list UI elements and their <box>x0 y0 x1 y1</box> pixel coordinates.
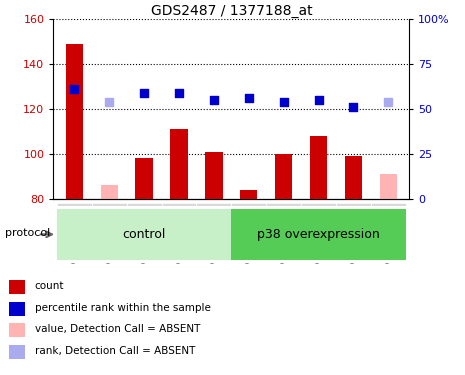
Bar <box>57 209 232 260</box>
Point <box>350 104 357 110</box>
Text: percentile rank within the sample: percentile rank within the sample <box>34 303 211 313</box>
Bar <box>345 156 362 199</box>
Text: value, Detection Call = ABSENT: value, Detection Call = ABSENT <box>34 324 200 334</box>
Bar <box>266 202 301 251</box>
Bar <box>66 44 83 199</box>
Bar <box>9 280 26 294</box>
Text: rank, Detection Call = ABSENT: rank, Detection Call = ABSENT <box>34 346 195 356</box>
Bar <box>301 202 336 251</box>
Point <box>385 99 392 105</box>
Bar <box>170 129 188 199</box>
Bar <box>205 152 223 199</box>
Text: protocol: protocol <box>5 228 50 237</box>
Point <box>315 97 322 103</box>
Bar <box>196 202 232 251</box>
Text: p38 overexpression: p38 overexpression <box>257 228 380 241</box>
Point <box>71 86 78 92</box>
Text: count: count <box>34 282 64 291</box>
Bar <box>275 154 292 199</box>
Bar <box>100 185 118 199</box>
Bar <box>9 323 26 337</box>
Text: GSM88345: GSM88345 <box>209 210 219 262</box>
Point <box>280 99 287 105</box>
Text: GSM88348: GSM88348 <box>279 210 289 262</box>
Point <box>175 90 183 96</box>
Text: GSM88349: GSM88349 <box>313 210 324 262</box>
Point <box>245 94 252 100</box>
Bar <box>162 202 196 251</box>
Bar <box>57 202 92 251</box>
Bar <box>240 190 258 199</box>
Bar <box>9 345 26 358</box>
Text: GSM88341: GSM88341 <box>69 210 80 262</box>
Bar <box>135 158 153 199</box>
Text: control: control <box>122 228 166 241</box>
Bar <box>126 202 162 251</box>
Bar <box>310 136 327 199</box>
Text: GSM88346: GSM88346 <box>244 210 254 262</box>
Point <box>106 99 113 105</box>
Text: GSM88352: GSM88352 <box>383 210 393 263</box>
Text: GSM88344: GSM88344 <box>174 210 184 262</box>
Title: GDS2487 / 1377188_at: GDS2487 / 1377188_at <box>151 4 312 18</box>
Bar <box>232 209 405 260</box>
Bar <box>232 202 266 251</box>
Bar <box>371 202 405 251</box>
Bar <box>379 174 397 199</box>
Text: GSM88343: GSM88343 <box>139 210 149 262</box>
Text: GSM88342: GSM88342 <box>104 210 114 262</box>
Point <box>140 90 148 96</box>
Bar <box>9 302 26 316</box>
Bar <box>92 202 126 251</box>
Text: GSM88350: GSM88350 <box>348 210 359 262</box>
Point <box>210 97 218 103</box>
Bar <box>336 202 371 251</box>
